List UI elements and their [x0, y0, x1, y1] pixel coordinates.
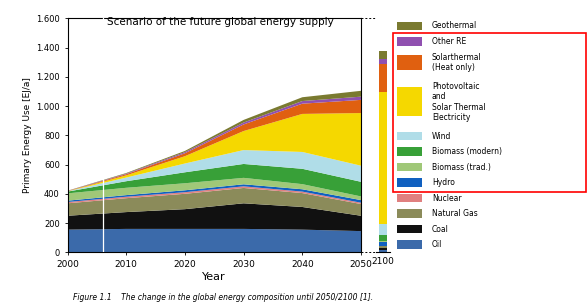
Text: Natural Gas: Natural Gas [432, 209, 478, 218]
Bar [379, 64, 387, 92]
Bar [379, 235, 387, 241]
Bar [379, 224, 387, 235]
Bar [379, 250, 387, 252]
Bar [397, 147, 422, 156]
Bar [397, 88, 422, 116]
Text: Biomass (modern): Biomass (modern) [432, 147, 502, 156]
Bar [379, 241, 387, 242]
Bar [379, 242, 387, 246]
Bar [397, 178, 422, 187]
Bar [397, 132, 422, 140]
Text: Biomass (trad.): Biomass (trad.) [432, 163, 491, 171]
Bar [397, 209, 422, 218]
Bar [397, 37, 422, 46]
Bar [397, 22, 422, 30]
Text: Hydro: Hydro [432, 178, 455, 187]
Text: Other RE: Other RE [432, 37, 466, 46]
Text: Photovoltaic
and
Solar Thermal
Electricity: Photovoltaic and Solar Thermal Electrici… [432, 82, 485, 122]
Text: Oil: Oil [432, 240, 442, 249]
Text: Wind: Wind [432, 132, 451, 140]
Bar [397, 55, 422, 70]
Bar [379, 50, 387, 59]
Bar [397, 240, 422, 249]
Bar [379, 246, 387, 248]
Bar [379, 248, 387, 250]
Text: Figure 1.1    The change in the global energy composition until 2050/2100 [1].: Figure 1.1 The change in the global ener… [73, 293, 373, 302]
Text: Nuclear: Nuclear [432, 194, 461, 202]
Text: Solarthermal
(Heat only): Solarthermal (Heat only) [432, 53, 481, 72]
Bar [397, 225, 422, 233]
Bar [397, 163, 422, 171]
Bar [379, 92, 387, 224]
Text: Coal: Coal [432, 225, 448, 233]
Bar [379, 59, 387, 64]
Y-axis label: Primary Energy Use [EJ/a]: Primary Energy Use [EJ/a] [23, 77, 32, 193]
Text: Geothermal: Geothermal [432, 22, 477, 30]
Bar [397, 194, 422, 202]
X-axis label: Year: Year [203, 272, 226, 282]
Title: Scenario of the future global energy supply: Scenario of the future global energy sup… [107, 17, 333, 27]
